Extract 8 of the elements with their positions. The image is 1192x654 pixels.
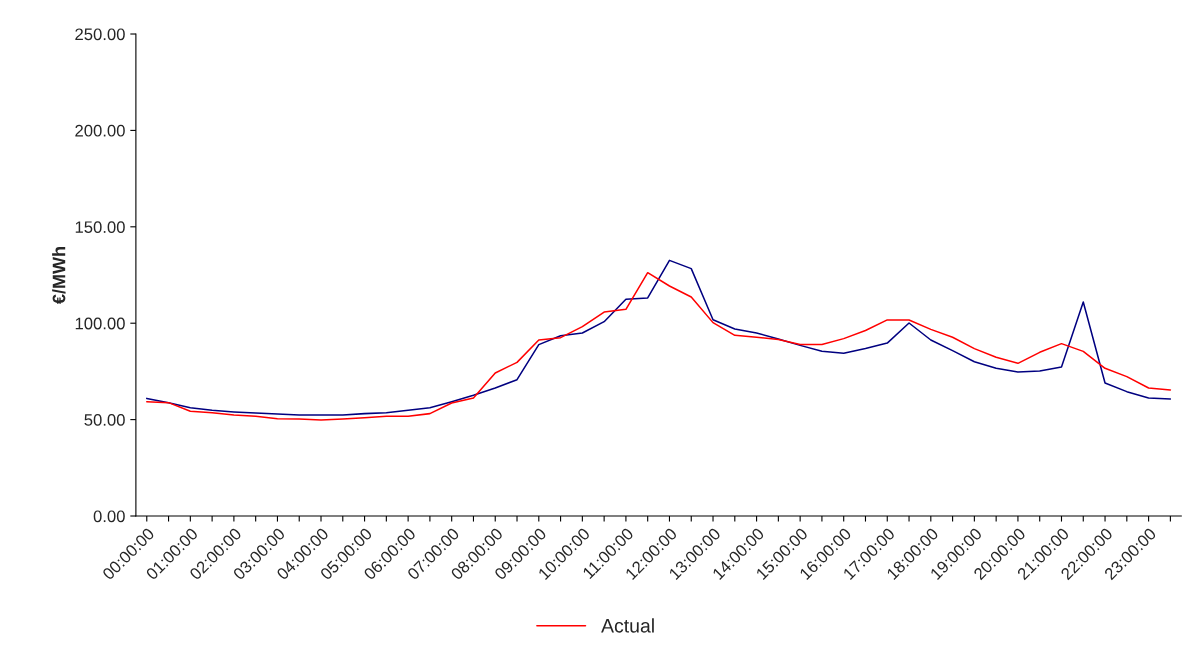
y-tick-label: 200.00 xyxy=(75,124,125,137)
y-tick-label: 50.00 xyxy=(84,414,125,426)
y-tick-label: 100.00 xyxy=(75,317,125,330)
y-tick-label: 0.00 xyxy=(93,510,125,523)
y-tick-label: 250.00 xyxy=(75,28,125,41)
y-axis-title: €/MWh xyxy=(52,247,66,304)
y-tick-label: 150.00 xyxy=(75,221,125,234)
legend-label: Actual xyxy=(601,618,654,633)
